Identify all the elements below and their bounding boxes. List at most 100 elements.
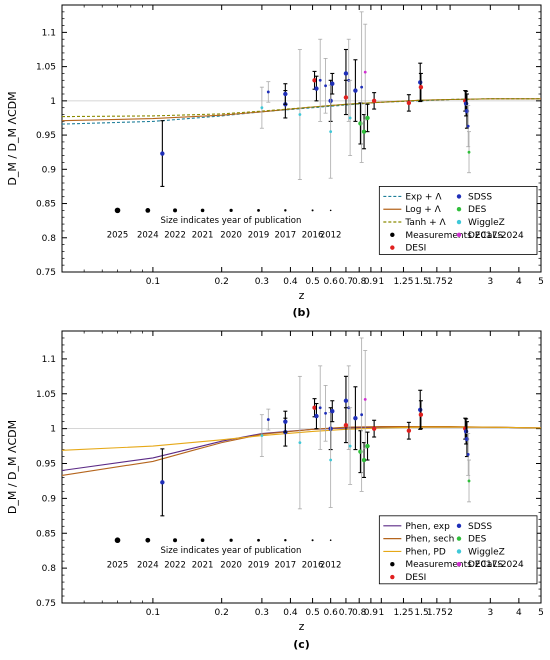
- x-tick-label: 2: [447, 277, 453, 287]
- x-axis-title: z: [299, 289, 305, 302]
- x-tick-label: 0.1: [146, 608, 160, 618]
- data-point-decals: [363, 397, 367, 401]
- legend-label: WiggleZ: [468, 218, 505, 228]
- legend-label: DES: [468, 205, 487, 215]
- legend-marker: [456, 549, 462, 554]
- y-tick-label: 0.95: [36, 131, 56, 141]
- data-point-decals: [363, 70, 367, 74]
- x-tick-label: 0.6: [323, 277, 338, 287]
- x-tick-label: 0.6: [323, 608, 338, 618]
- x-tick-label: 1.75: [427, 277, 447, 287]
- legend-label: DECaLS: [468, 231, 503, 241]
- data-point-sdss: [360, 85, 364, 89]
- x-tick-label: 0.4: [283, 277, 298, 287]
- y-tick-label: 1.1: [42, 28, 56, 38]
- y-axis-title: D_M / D_M ΛCDM: [6, 420, 19, 514]
- legend-label: DES: [468, 535, 487, 545]
- x-tick-label: 0.8: [352, 608, 367, 618]
- year-label: 2021: [192, 561, 214, 571]
- legend-marker: [456, 523, 462, 529]
- data-point-desi: [418, 84, 424, 90]
- data-point-sdss: [314, 413, 319, 419]
- data-point-wigglez: [298, 113, 302, 116]
- data-point-sdss: [353, 88, 358, 93]
- y-tick-label: 1.05: [36, 390, 56, 400]
- legend-label: SDSS: [468, 192, 492, 202]
- data-point-wigglez: [329, 130, 333, 134]
- year-marker: [145, 207, 151, 213]
- data-point-wigglez: [348, 116, 352, 120]
- data-point-sdss: [463, 101, 469, 106]
- x-tick-label: 1.25: [393, 277, 413, 287]
- x-axis-title: z: [299, 620, 305, 633]
- year-label: 2021: [192, 230, 214, 240]
- data-point-desi: [371, 98, 377, 104]
- legend-label: Log + Λ: [405, 205, 441, 215]
- x-tick-label: 1.25: [393, 608, 413, 618]
- year-label: 2020: [220, 230, 242, 240]
- y-tick-label: 1.1: [42, 355, 56, 365]
- year-marker: [257, 538, 260, 542]
- year-marker: [284, 209, 287, 212]
- year-marker: [200, 208, 205, 213]
- data-point-sdss: [360, 413, 364, 417]
- x-tick-label: 0.5: [305, 277, 319, 287]
- x-tick-label: 0.1: [146, 277, 160, 287]
- data-point-wigglez: [329, 458, 333, 462]
- data-point-sdss: [418, 407, 423, 413]
- year-marker: [284, 539, 287, 542]
- legend-marker: [390, 562, 395, 567]
- y-tick-label: 0.75: [36, 599, 56, 609]
- year-marker: [200, 538, 205, 543]
- model-curve: [61, 98, 541, 122]
- y-tick-label: 1: [50, 425, 56, 435]
- year-label: 2016: [302, 561, 324, 571]
- data-point-des: [467, 479, 471, 483]
- legend-marker: [390, 574, 395, 580]
- year-label: 2022: [164, 230, 186, 240]
- x-tick-label: 5: [538, 608, 544, 618]
- data-point-desi: [343, 422, 349, 428]
- year-marker: [311, 209, 314, 212]
- x-tick-label: 0.5: [305, 608, 319, 618]
- data-point-des: [365, 443, 370, 449]
- data-point-sdss: [266, 90, 270, 94]
- data-point-desi: [418, 412, 424, 417]
- year-marker: [311, 539, 314, 542]
- y-tick-label: 0.85: [36, 200, 56, 210]
- data-point-sdss: [343, 71, 349, 76]
- data-point-des: [467, 150, 471, 154]
- year-marker: [257, 208, 260, 212]
- legend-label: Phen, exp: [405, 522, 450, 532]
- legend-label: Tanh + Λ: [404, 218, 446, 228]
- data-point-sdss: [353, 415, 358, 421]
- y-tick-label: 0.9: [42, 165, 57, 175]
- data-point-des: [365, 115, 370, 121]
- x-tick-label: 1: [378, 608, 384, 618]
- data-point-wigglez: [298, 441, 302, 444]
- data-point-sdss: [318, 78, 322, 82]
- data-point-sdss: [160, 480, 165, 485]
- year-marker: [229, 208, 233, 212]
- x-tick-label: 0.7: [339, 277, 353, 287]
- year-marker: [229, 538, 233, 542]
- x-tick-label: 4: [516, 608, 522, 618]
- year-label: 2019: [248, 561, 270, 571]
- data-point-desi: [312, 405, 317, 410]
- y-tick-label: 0.9: [42, 494, 57, 504]
- data-point-desi: [312, 78, 317, 83]
- x-tick-label: 1.5: [414, 277, 428, 287]
- x-tick-label: 0.7: [339, 608, 353, 618]
- y-tick-label: 0.85: [36, 529, 56, 539]
- plot-frame: [61, 330, 542, 604]
- y-tick-label: 0.8: [42, 564, 57, 574]
- x-tick-label: 1: [378, 277, 384, 287]
- year-label: 2017: [275, 230, 297, 240]
- data-point-sdss: [343, 398, 349, 403]
- data-point-desi: [406, 428, 412, 433]
- data-point-sdss: [266, 418, 270, 421]
- x-tick-label: 0.8: [352, 277, 367, 287]
- x-tick-label: 1.5: [414, 608, 428, 618]
